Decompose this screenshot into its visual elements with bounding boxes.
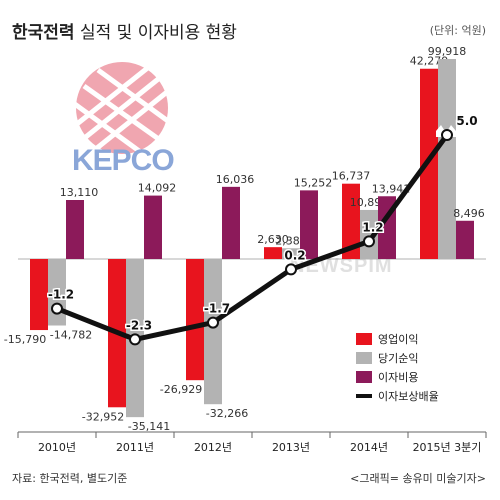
x-tick-label: 2015년 3분기: [413, 441, 482, 454]
data-label: 2,383: [275, 234, 307, 247]
bar: [186, 259, 204, 381]
graphic-credit: <그래픽= 송유미 미술기자>: [350, 472, 486, 485]
legend-label: 영업이익: [378, 332, 419, 346]
data-label: 99,918: [428, 45, 467, 58]
legend-line: [356, 393, 372, 398]
title-bold: 한국전력: [12, 23, 75, 43]
legend-item: 이자보상배율: [356, 386, 439, 405]
data-label: -26,929: [160, 383, 202, 396]
data-label: 13,110: [60, 186, 99, 199]
unit-label: (단위: 억원): [429, 24, 486, 37]
ratio-point: [129, 333, 141, 346]
data-label: -15,790: [4, 333, 46, 346]
ratio-point: [207, 316, 219, 329]
ratio-label: 0.2: [284, 248, 305, 262]
source-note: 자료: 한국전력, 별도기준: [12, 472, 128, 485]
ratio-label: -1.7: [204, 302, 230, 316]
data-label: -32,266: [206, 407, 248, 420]
bar: [438, 59, 456, 259]
ratio-point: [441, 129, 453, 141]
ratio-point: [363, 235, 375, 248]
data-label: 16,737: [332, 170, 371, 183]
data-label: -32,952: [82, 410, 124, 423]
legend-label: 당기순익: [378, 351, 419, 365]
x-tick-label: 2013년: [272, 441, 310, 454]
legend-item: 당기순익: [356, 348, 439, 367]
legend-swatch: [356, 351, 372, 364]
bar: [456, 220, 474, 259]
data-label: -35,141: [128, 420, 170, 433]
data-label: 15,252: [294, 176, 333, 189]
ratio-label: 1.2: [362, 220, 383, 234]
legend: 영업이익 당기순익 이자비용 이자보상배율: [356, 329, 439, 405]
bar: [300, 190, 318, 259]
data-label: 2,630: [257, 233, 289, 246]
bar: [282, 248, 300, 259]
bar: [360, 209, 378, 259]
legend-item: 영업이익: [356, 329, 439, 348]
ratio-point: [285, 263, 297, 276]
legend-swatch: [356, 370, 372, 383]
bar: [204, 259, 222, 405]
legend-swatch: [356, 332, 372, 345]
bar: [30, 259, 48, 331]
bar: [342, 183, 360, 259]
x-tick-label: 2014년: [350, 441, 388, 454]
legend-label: 이자보상배율: [378, 389, 439, 403]
bar: [420, 68, 438, 259]
data-label: 16,036: [216, 173, 255, 186]
chart-title: 한국전력 실적 및 이자비용 현황: [12, 18, 237, 43]
legend-label: 이자비용: [378, 370, 419, 384]
x-tick-label: 2011년: [116, 441, 154, 454]
data-label: 14,092: [138, 182, 177, 195]
ratio-label: -1.2: [48, 288, 74, 302]
kepco-logo-text: KEPCO: [72, 144, 175, 177]
data-label: -14,782: [50, 329, 92, 342]
data-label: 8,496: [453, 207, 485, 220]
x-tick-label: 2012년: [194, 441, 232, 454]
bar: [222, 186, 240, 259]
title-rest: 실적 및 이자비용 현황: [79, 23, 237, 43]
legend-item: 이자비용: [356, 367, 439, 386]
bar: [264, 247, 282, 259]
ratio-label: 5.0: [456, 114, 477, 128]
data-label: 13,941: [372, 182, 411, 195]
bar: [144, 195, 162, 259]
ratio-point: [51, 302, 63, 315]
ratio-label: -2.3: [126, 318, 152, 332]
x-tick-label: 2010년: [38, 441, 76, 454]
bar: [66, 200, 84, 259]
ratio-line: [54, 132, 450, 342]
kepco-logo-icon: [70, 62, 174, 159]
